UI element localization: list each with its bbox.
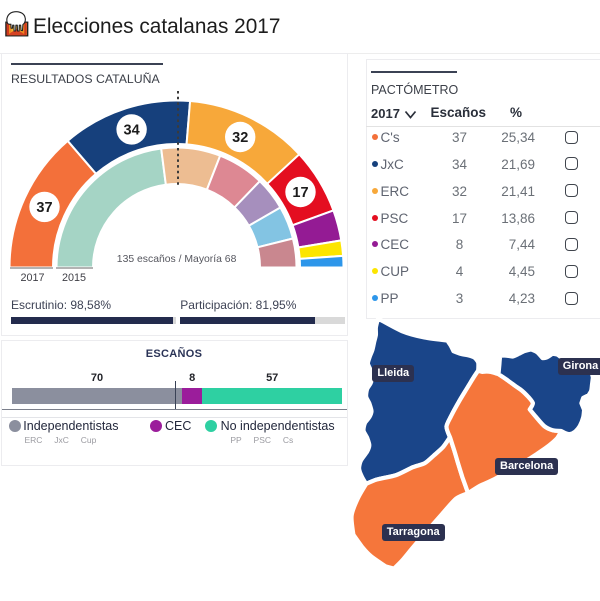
svg-text:37: 37 xyxy=(36,200,52,216)
svg-text:17: 17 xyxy=(292,185,308,201)
svg-text:32: 32 xyxy=(232,130,248,146)
svg-text:34: 34 xyxy=(124,122,140,138)
